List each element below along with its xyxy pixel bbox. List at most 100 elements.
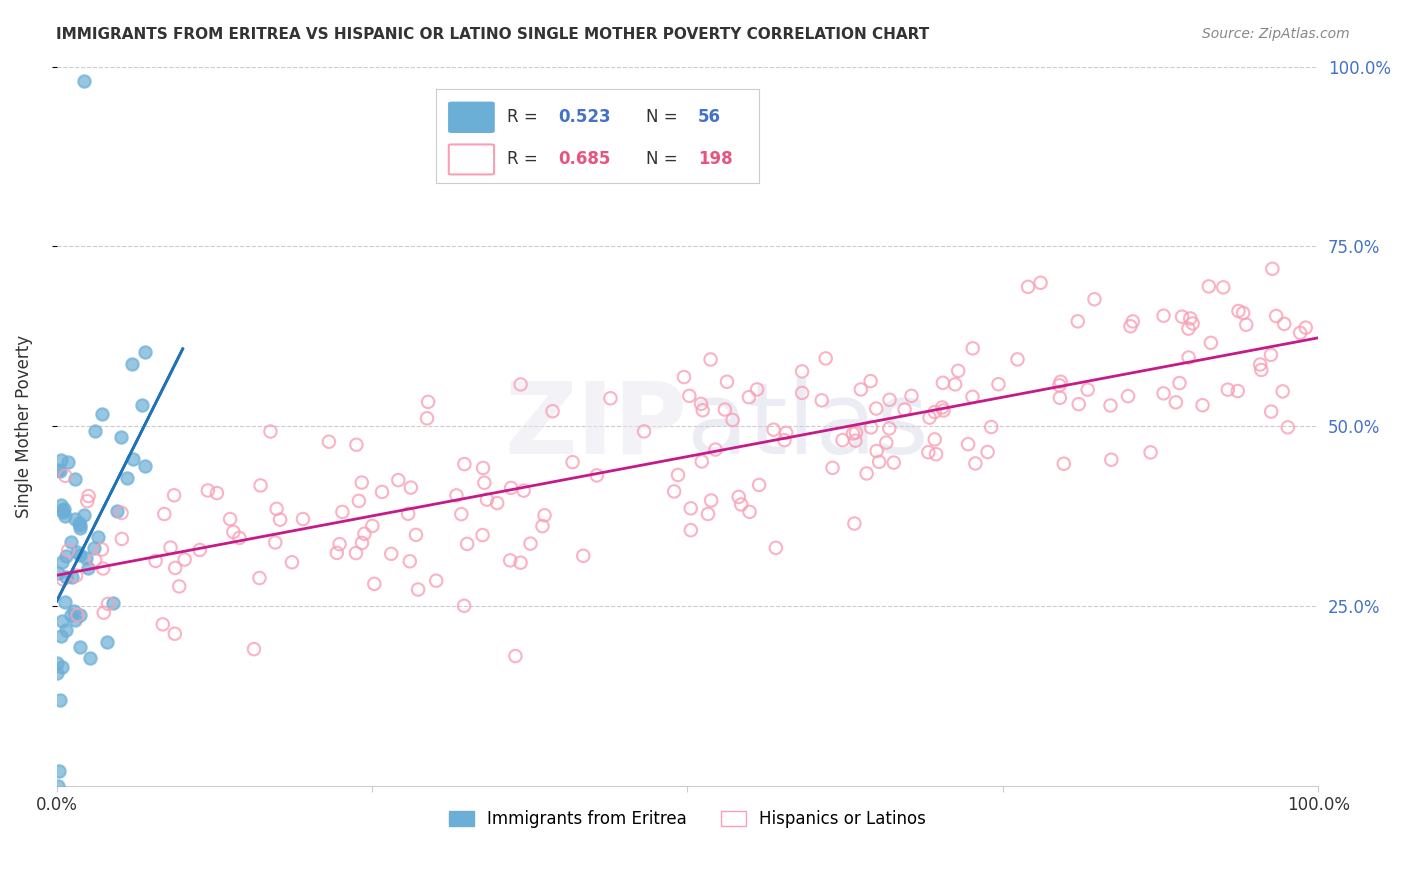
Immigrants from Eritrea [73,74,96,88]
Immigrants from Eritrea [121,451,143,466]
Hispanics or Latinos [868,455,890,469]
Hispanics or Latinos [790,364,813,378]
Immigrants from Eritrea [63,512,86,526]
Hispanics or Latinos [849,383,872,397]
Text: R =: R = [508,151,537,169]
Hispanics or Latinos [987,377,1010,392]
FancyBboxPatch shape [449,103,494,132]
Hispanics or Latinos [472,475,495,490]
Hispanics or Latinos [329,537,352,551]
Hispanics or Latinos [425,574,447,588]
Hispanics or Latinos [1139,445,1161,459]
Hispanics or Latinos [512,483,534,498]
Hispanics or Latinos [1007,352,1029,367]
Hispanics or Latinos [1234,318,1257,332]
Hispanics or Latinos [318,434,340,449]
Hispanics or Latinos [91,542,114,557]
Hispanics or Latinos [943,377,966,392]
Hispanics or Latinos [205,486,228,500]
Immigrants from Eritrea [110,430,132,444]
Immigrants from Eritrea [59,607,82,622]
Hispanics or Latinos [453,599,475,613]
Immigrants from Eritrea [117,471,139,485]
Hispanics or Latinos [111,532,134,546]
Immigrants from Eritrea [48,764,70,779]
Hispanics or Latinos [859,420,882,434]
Hispanics or Latinos [790,385,813,400]
Hispanics or Latinos [704,442,727,457]
Immigrants from Eritrea [63,613,86,627]
Hispanics or Latinos [159,541,181,555]
Hispanics or Latinos [55,468,77,483]
Hispanics or Latinos [697,507,720,521]
Hispanics or Latinos [773,433,796,447]
Immigrants from Eritrea [55,570,77,584]
Legend: Immigrants from Eritrea, Hispanics or Latinos: Immigrants from Eritrea, Hispanics or La… [443,804,932,835]
Immigrants from Eritrea [87,530,110,544]
Hispanics or Latinos [844,434,866,448]
Hispanics or Latinos [533,508,555,523]
Immigrants from Eritrea [65,545,87,559]
Hispanics or Latinos [110,506,132,520]
Immigrants from Eritrea [51,503,73,517]
Hispanics or Latinos [1250,363,1272,377]
Hispanics or Latinos [249,571,271,585]
Immigrants from Eritrea [69,517,91,532]
Text: R =: R = [508,108,537,127]
Hispanics or Latinos [406,582,429,597]
Immigrants from Eritrea [69,608,91,623]
Hispanics or Latinos [505,648,527,663]
Hispanics or Latinos [932,403,955,417]
Immigrants from Eritrea [67,516,90,530]
Hispanics or Latinos [962,390,984,404]
Hispanics or Latinos [456,537,478,551]
Hispanics or Latinos [765,541,787,555]
Hispanics or Latinos [396,507,419,521]
Hispanics or Latinos [831,433,853,447]
Hispanics or Latinos [917,445,939,459]
Hispanics or Latinos [228,531,250,545]
Hispanics or Latinos [738,390,761,404]
Immigrants from Eritrea [46,779,69,793]
Hispanics or Latinos [266,501,288,516]
Hispanics or Latinos [1067,314,1090,328]
Hispanics or Latinos [1177,321,1199,335]
Y-axis label: Single Mother Poverty: Single Mother Poverty [15,334,32,517]
Hispanics or Latinos [346,438,368,452]
Hispanics or Latinos [842,426,865,441]
Hispanics or Latinos [58,543,80,558]
Hispanics or Latinos [471,528,494,542]
Immigrants from Eritrea [55,549,77,564]
Hispanics or Latinos [509,377,531,392]
Immigrants from Eritrea [53,595,76,609]
Hispanics or Latinos [1226,384,1249,398]
Hispanics or Latinos [925,447,948,461]
Immigrants from Eritrea [49,629,72,643]
Hispanics or Latinos [855,467,877,481]
Hispanics or Latinos [1047,378,1070,392]
Hispanics or Latinos [672,370,695,384]
Hispanics or Latinos [699,352,721,367]
Hispanics or Latinos [679,523,702,537]
Hispanics or Latinos [893,402,915,417]
Hispanics or Latinos [93,606,115,620]
Hispanics or Latinos [1272,317,1295,331]
Hispanics or Latinos [1199,335,1222,350]
Hispanics or Latinos [499,553,522,567]
Hispanics or Latinos [1029,276,1052,290]
Hispanics or Latinos [269,513,291,527]
Hispanics or Latinos [748,478,770,492]
Hispanics or Latinos [976,445,998,459]
Hispanics or Latinos [326,546,349,560]
Hispanics or Latinos [924,433,946,447]
Hispanics or Latinos [1099,399,1122,413]
Hispanics or Latinos [1049,375,1071,389]
Hispanics or Latinos [416,411,439,425]
Hispanics or Latinos [453,457,475,471]
Immigrants from Eritrea [69,640,91,654]
Hispanics or Latinos [690,454,713,468]
Hispanics or Latinos [363,577,385,591]
Hispanics or Latinos [814,351,837,366]
Hispanics or Latinos [1216,383,1239,397]
Hispanics or Latinos [692,403,714,417]
